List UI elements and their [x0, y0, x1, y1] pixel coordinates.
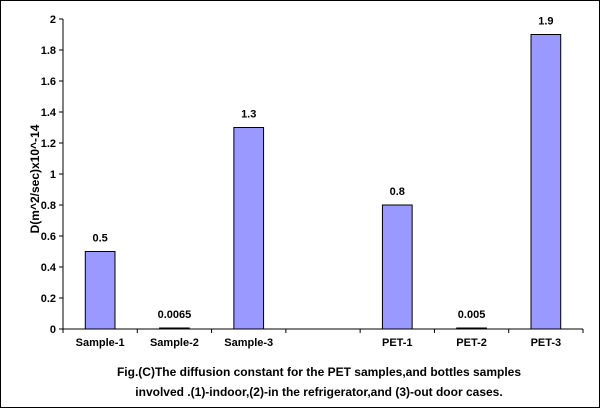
data-label: 0.005 — [458, 309, 486, 321]
data-label: 1.9 — [538, 16, 553, 28]
y-tick-label: 1 — [50, 169, 56, 181]
data-label: 0.0065 — [158, 309, 192, 321]
x-category-label: Sample-1 — [76, 337, 125, 349]
x-category-label: PET-3 — [531, 337, 562, 349]
data-labels: 0.5 0.0065 1.3 0.8 0.005 1.9 — [92, 16, 553, 322]
data-label: 0.5 — [92, 233, 107, 245]
y-tick-label: 1.4 — [41, 107, 57, 119]
data-label: 1.3 — [241, 109, 256, 121]
data-label: 0.8 — [390, 186, 405, 198]
caption-line-1: Fig.(C)The diffusion constant for the PE… — [117, 365, 521, 379]
y-axis-title: D(m^2/sec)x10^-14 — [28, 124, 42, 233]
y-tick-label: 1.6 — [41, 76, 56, 88]
x-axis: Sample-1 Sample-2 Sample-3 PET-1 PET-2 PET-3 — [62, 328, 584, 349]
y-tick-label: 1.8 — [41, 45, 56, 57]
x-category-label: Sample-3 — [224, 337, 273, 349]
bar-pet-2 — [456, 327, 487, 330]
y-tick-label: 0.6 — [41, 231, 56, 243]
bar-pet-3 — [530, 34, 562, 330]
y-tick-label: 2 — [50, 14, 56, 26]
y-axis: 0 0.2 0.4 0.6 0.8 1 1.2 1.4 1.6 1.8 2 — [41, 14, 64, 336]
y-tick-label: 0.8 — [41, 200, 56, 212]
bar-sample-2 — [159, 327, 190, 330]
x-category-label: PET-1 — [382, 337, 413, 349]
bar-pet-1 — [381, 204, 413, 330]
y-tick-label: 0 — [50, 324, 56, 336]
bar-sample-3 — [233, 127, 265, 330]
x-category-label: Sample-2 — [150, 337, 199, 349]
y-tick-label: 1.2 — [41, 138, 56, 150]
bars — [84, 34, 562, 330]
x-category-label: PET-2 — [456, 337, 487, 349]
y-tick-label: 0.4 — [41, 262, 57, 274]
y-tick-label: 0.2 — [41, 293, 56, 305]
caption-line-2: involved .(1)-indoor,(2)-in the refriger… — [135, 385, 502, 399]
bar-sample-1 — [84, 251, 116, 330]
